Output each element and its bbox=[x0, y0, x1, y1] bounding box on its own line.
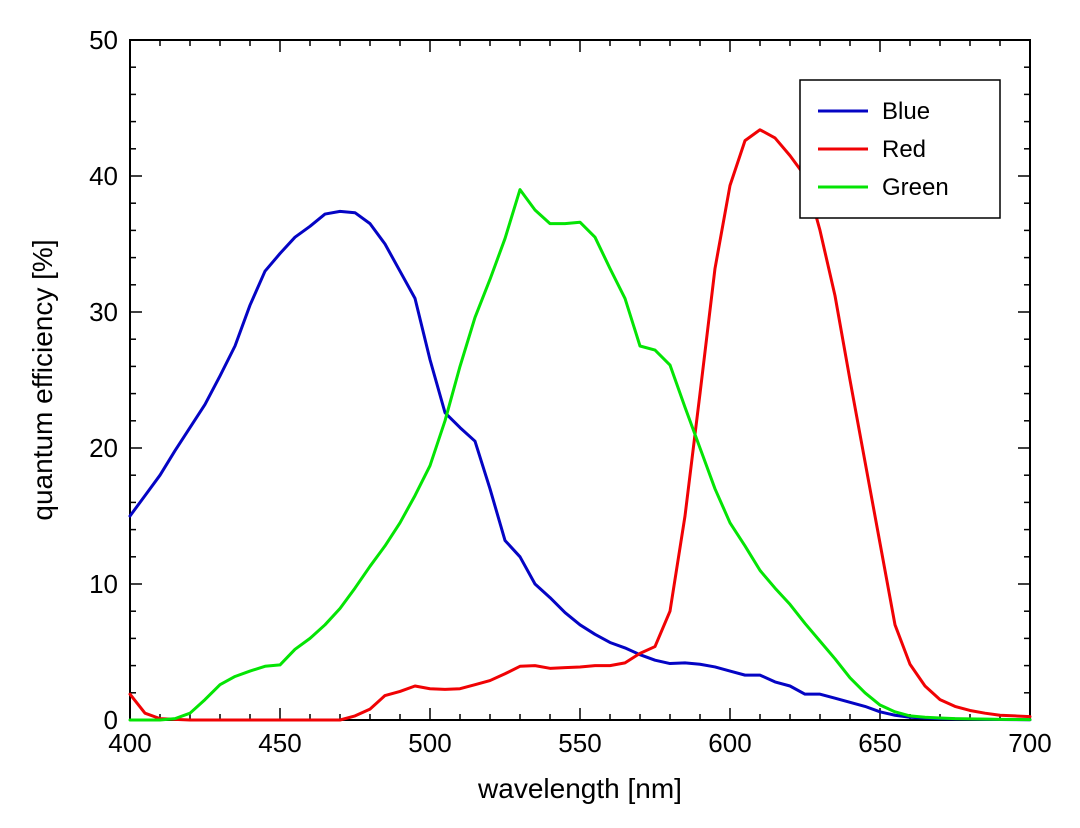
x-tick-label: 700 bbox=[1008, 728, 1051, 758]
x-tick-label: 500 bbox=[408, 728, 451, 758]
x-tick-label: 550 bbox=[558, 728, 601, 758]
x-tick-label: 650 bbox=[858, 728, 901, 758]
x-tick-label: 450 bbox=[258, 728, 301, 758]
y-tick-label: 10 bbox=[89, 569, 118, 599]
legend-label-blue: Blue bbox=[882, 98, 930, 125]
y-tick-label: 0 bbox=[104, 705, 118, 735]
y-tick-label: 30 bbox=[89, 297, 118, 327]
y-axis-label: quantum efficiency [%] bbox=[27, 239, 58, 520]
line-chart: 400450500550600650700wavelength [nm]0102… bbox=[0, 0, 1080, 828]
chart-container: 400450500550600650700wavelength [nm]0102… bbox=[0, 0, 1080, 828]
y-tick-label: 20 bbox=[89, 433, 118, 463]
y-tick-label: 50 bbox=[89, 25, 118, 55]
y-tick-label: 40 bbox=[89, 161, 118, 191]
x-tick-label: 600 bbox=[708, 728, 751, 758]
legend-label-red: Red bbox=[882, 136, 926, 163]
legend-label-green: Green bbox=[882, 174, 949, 201]
x-axis-label: wavelength [nm] bbox=[477, 773, 682, 804]
